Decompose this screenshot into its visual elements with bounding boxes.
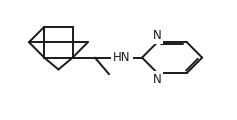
Text: N: N (153, 29, 162, 42)
Text: HN: HN (113, 51, 131, 63)
Text: N: N (153, 73, 162, 86)
